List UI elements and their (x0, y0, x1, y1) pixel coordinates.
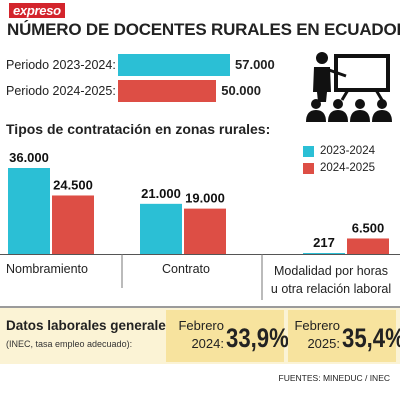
bar-0-1 (52, 195, 94, 254)
legend-swatch-2024-2025 (303, 163, 314, 174)
period-value-2023: 57.000 (235, 57, 275, 72)
labor-value-2024: 33,9% (226, 323, 289, 353)
bar-2-1 (347, 238, 389, 254)
page-title: NÚMERO DE DOCENTES RURALES EN ECUADOR (7, 20, 400, 39)
legend-label-2024-2025: 2024-2025 (320, 162, 375, 174)
legend-label-2023-2024: 2023-2024 (320, 145, 375, 157)
chart-title: Tipos de contratación en zonas rurales: (6, 121, 271, 137)
category-label-2-line-1: Modalidad por horas (274, 264, 388, 278)
category-label-0: Nombramiento (6, 262, 88, 276)
brand-logo: expreso (9, 3, 65, 18)
labor-label-year-2025: 2025: (307, 336, 340, 351)
period-value-2024: 50.000 (221, 83, 261, 98)
category-label-2-line-2: u otra relación laboral (271, 282, 391, 296)
period-label-2023: Periodo 2023-2024: (6, 58, 116, 72)
labor-label-month-2024: Febrero (178, 318, 224, 333)
contract-types-chart: 36.000 24.500 21.000 19.000 217 6.500 Nombrami… (0, 150, 400, 300)
labor-title: Datos laborales generales (6, 318, 174, 333)
period-bar-2023 (118, 54, 230, 76)
labor-box-2025: Febrero 2025: 35,4% (288, 310, 400, 362)
sources-note: FUENTES: MINEDUC / INEC (278, 373, 390, 383)
section-divider (0, 306, 400, 308)
period-bar-2024 (118, 80, 217, 102)
bar-value-label-0-0: 36.000 (9, 150, 49, 165)
category-label-1: Contrato (162, 262, 210, 276)
teacher-classroom-icon (306, 52, 392, 122)
bar-value-label-1-0: 21.000 (141, 186, 181, 201)
bar-0-0 (8, 168, 50, 254)
bar-1-1 (184, 208, 226, 254)
period-label-2024: Periodo 2024-2025: (6, 84, 116, 98)
labor-box-2024: Febrero 2024: 33,9% (166, 310, 289, 362)
bar-value-label-0-1: 24.500 (53, 177, 93, 192)
bar-1-0 (140, 203, 182, 254)
labor-label-year-2024: 2024: (191, 336, 224, 351)
labor-value-2025: 35,4% (342, 323, 400, 353)
bar-value-label-2-0: 217 (313, 235, 335, 250)
labor-label-month-2025: Febrero (294, 318, 340, 333)
bar-value-label-1-1: 19.000 (185, 191, 225, 206)
legend-swatch-2023-2024 (303, 146, 314, 157)
bar-value-label-2-1: 6.500 (352, 220, 385, 235)
bar-2-0 (303, 253, 345, 254)
labor-subtitle: (INEC, tasa empleo adecuado): (6, 339, 133, 349)
